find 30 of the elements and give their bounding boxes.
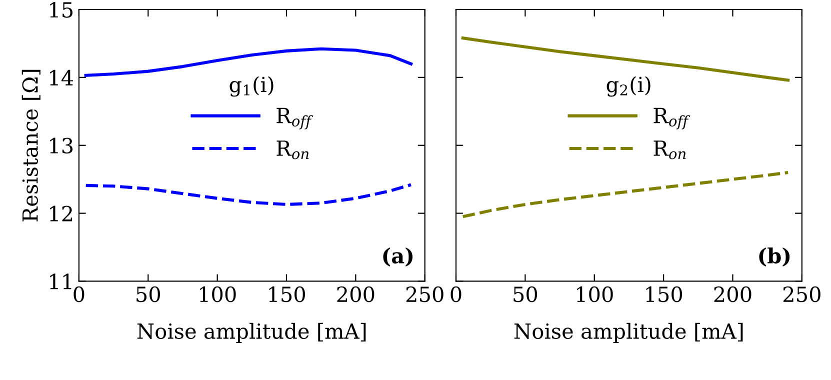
x-tick-label: 200 (714, 286, 752, 302)
line-series (84, 47, 413, 77)
x-tick-label: 150 (269, 286, 305, 302)
x-tick-label: 100 (200, 286, 236, 302)
x-tick-label: 200 (337, 286, 374, 302)
x-tick-label: 0 (450, 286, 462, 302)
legend-title: g$_{1}$(i) (230, 76, 274, 97)
line-series (84, 183, 413, 206)
x-axis-title: Noise amplitude [mA] (137, 322, 366, 344)
legend-title: g$_{2}$(i) (606, 76, 650, 97)
y-tick-label: 12 (50, 206, 72, 222)
legend-label: R$_{off}$ (276, 108, 314, 130)
x-tick-label: 250 (783, 286, 820, 302)
y-axis-title: Resistance [Ω] (22, 70, 40, 222)
x-tick-label: 250 (406, 286, 444, 302)
legend-label: R$_{on}$ (654, 140, 686, 160)
x-tick-label: 100 (577, 286, 613, 302)
y-tick-label: 15 (50, 2, 72, 18)
x-tick-label: 150 (646, 286, 682, 302)
annotation: (a) (383, 247, 413, 267)
annotation: (b) (759, 247, 790, 267)
x-tick-label: 50 (514, 286, 538, 302)
legend-label: R$_{off}$ (654, 108, 690, 130)
legend-label: R$_{on}$ (276, 140, 309, 160)
x-tick-label: 50 (136, 286, 160, 302)
x-tick-label: 0 (74, 286, 84, 302)
y-tick-label: 14 (50, 70, 74, 86)
x-axis-title: Noise amplitude [mA] (514, 322, 743, 344)
y-tick-label: 11 (50, 274, 72, 290)
y-tick-label: 13 (50, 138, 73, 154)
